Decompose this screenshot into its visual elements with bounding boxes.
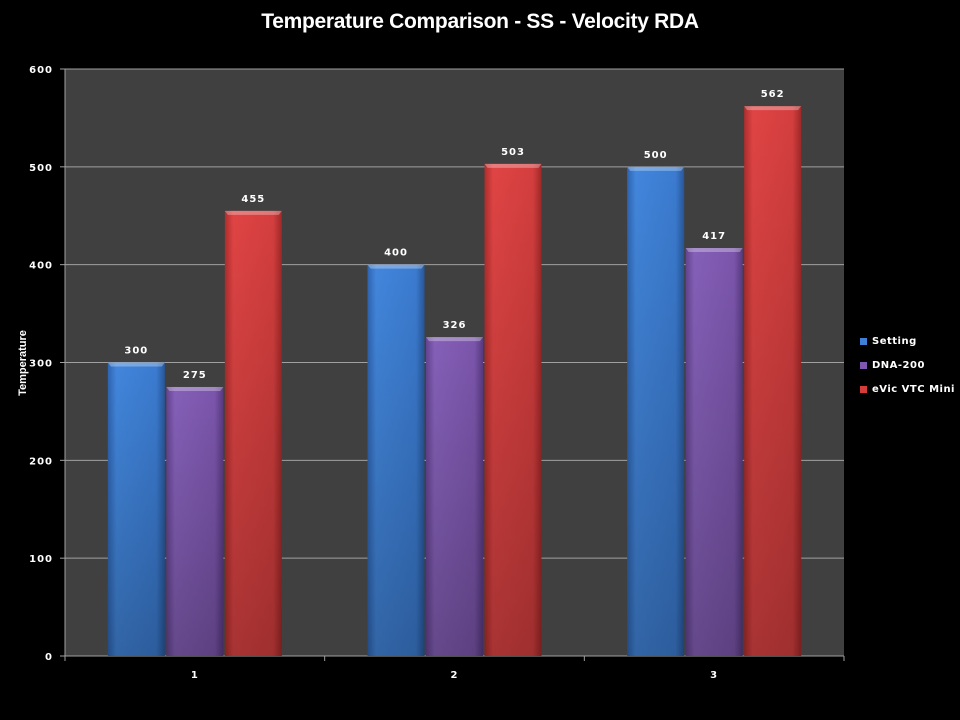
data-label: 562 bbox=[761, 89, 785, 100]
bar-shade bbox=[744, 106, 802, 657]
data-label: 503 bbox=[501, 147, 525, 158]
data-label: 500 bbox=[644, 150, 668, 161]
legend-label: DNA-200 bbox=[872, 359, 925, 371]
bar-shade bbox=[426, 337, 483, 656]
y-tick-label: 500 bbox=[29, 163, 53, 174]
x-tick-label: 2 bbox=[451, 670, 459, 681]
y-tick-label: 200 bbox=[29, 456, 53, 467]
data-label: 300 bbox=[124, 346, 148, 357]
legend-label: Setting bbox=[872, 335, 917, 347]
bar-shade bbox=[685, 248, 743, 656]
bar-bevel bbox=[685, 248, 743, 253]
bar-bevel bbox=[484, 163, 542, 168]
legend-label: eVic VTC Mini bbox=[872, 383, 955, 395]
bar-bevel bbox=[426, 337, 483, 342]
x-tick-label: 1 bbox=[191, 670, 199, 681]
legend-item: eVic VTC Mini bbox=[860, 377, 955, 401]
legend-swatch-setting bbox=[860, 337, 867, 345]
data-label: 326 bbox=[443, 320, 467, 331]
chart-title: Temperature Comparison - SS - Velocity R… bbox=[261, 10, 699, 33]
y-tick-label: 0 bbox=[45, 652, 53, 663]
x-tick-label: 3 bbox=[710, 670, 718, 681]
bar-bevel bbox=[107, 362, 165, 367]
legend-item: DNA-200 bbox=[860, 353, 955, 377]
y-tick-label: 300 bbox=[29, 359, 53, 370]
data-label: 455 bbox=[241, 194, 265, 205]
bar-shade bbox=[107, 362, 165, 656]
bar-bevel bbox=[744, 106, 802, 111]
bar-bevel bbox=[224, 210, 282, 215]
bar-bevel bbox=[627, 166, 685, 171]
y-tick-label: 400 bbox=[29, 261, 53, 272]
bar-bevel bbox=[367, 264, 425, 269]
bar-shade bbox=[627, 166, 685, 657]
y-axis-label: Temperature bbox=[17, 330, 29, 396]
legend-swatch-evic-vtc-mini bbox=[860, 385, 867, 393]
data-label: 417 bbox=[702, 231, 726, 242]
bar-shade bbox=[166, 386, 224, 656]
bar-bevel bbox=[166, 386, 224, 391]
legend-item: Setting bbox=[860, 329, 955, 353]
y-tick-label: 100 bbox=[29, 554, 53, 565]
data-label: 400 bbox=[384, 248, 408, 259]
bar-shade bbox=[224, 210, 282, 656]
legend: Setting DNA-200 eVic VTC Mini bbox=[860, 329, 955, 401]
y-tick-label: 600 bbox=[29, 65, 53, 76]
legend-swatch-dna-200 bbox=[860, 361, 867, 369]
data-label: 275 bbox=[183, 370, 207, 381]
bar-shade bbox=[484, 163, 542, 657]
bar-shade bbox=[367, 264, 425, 656]
